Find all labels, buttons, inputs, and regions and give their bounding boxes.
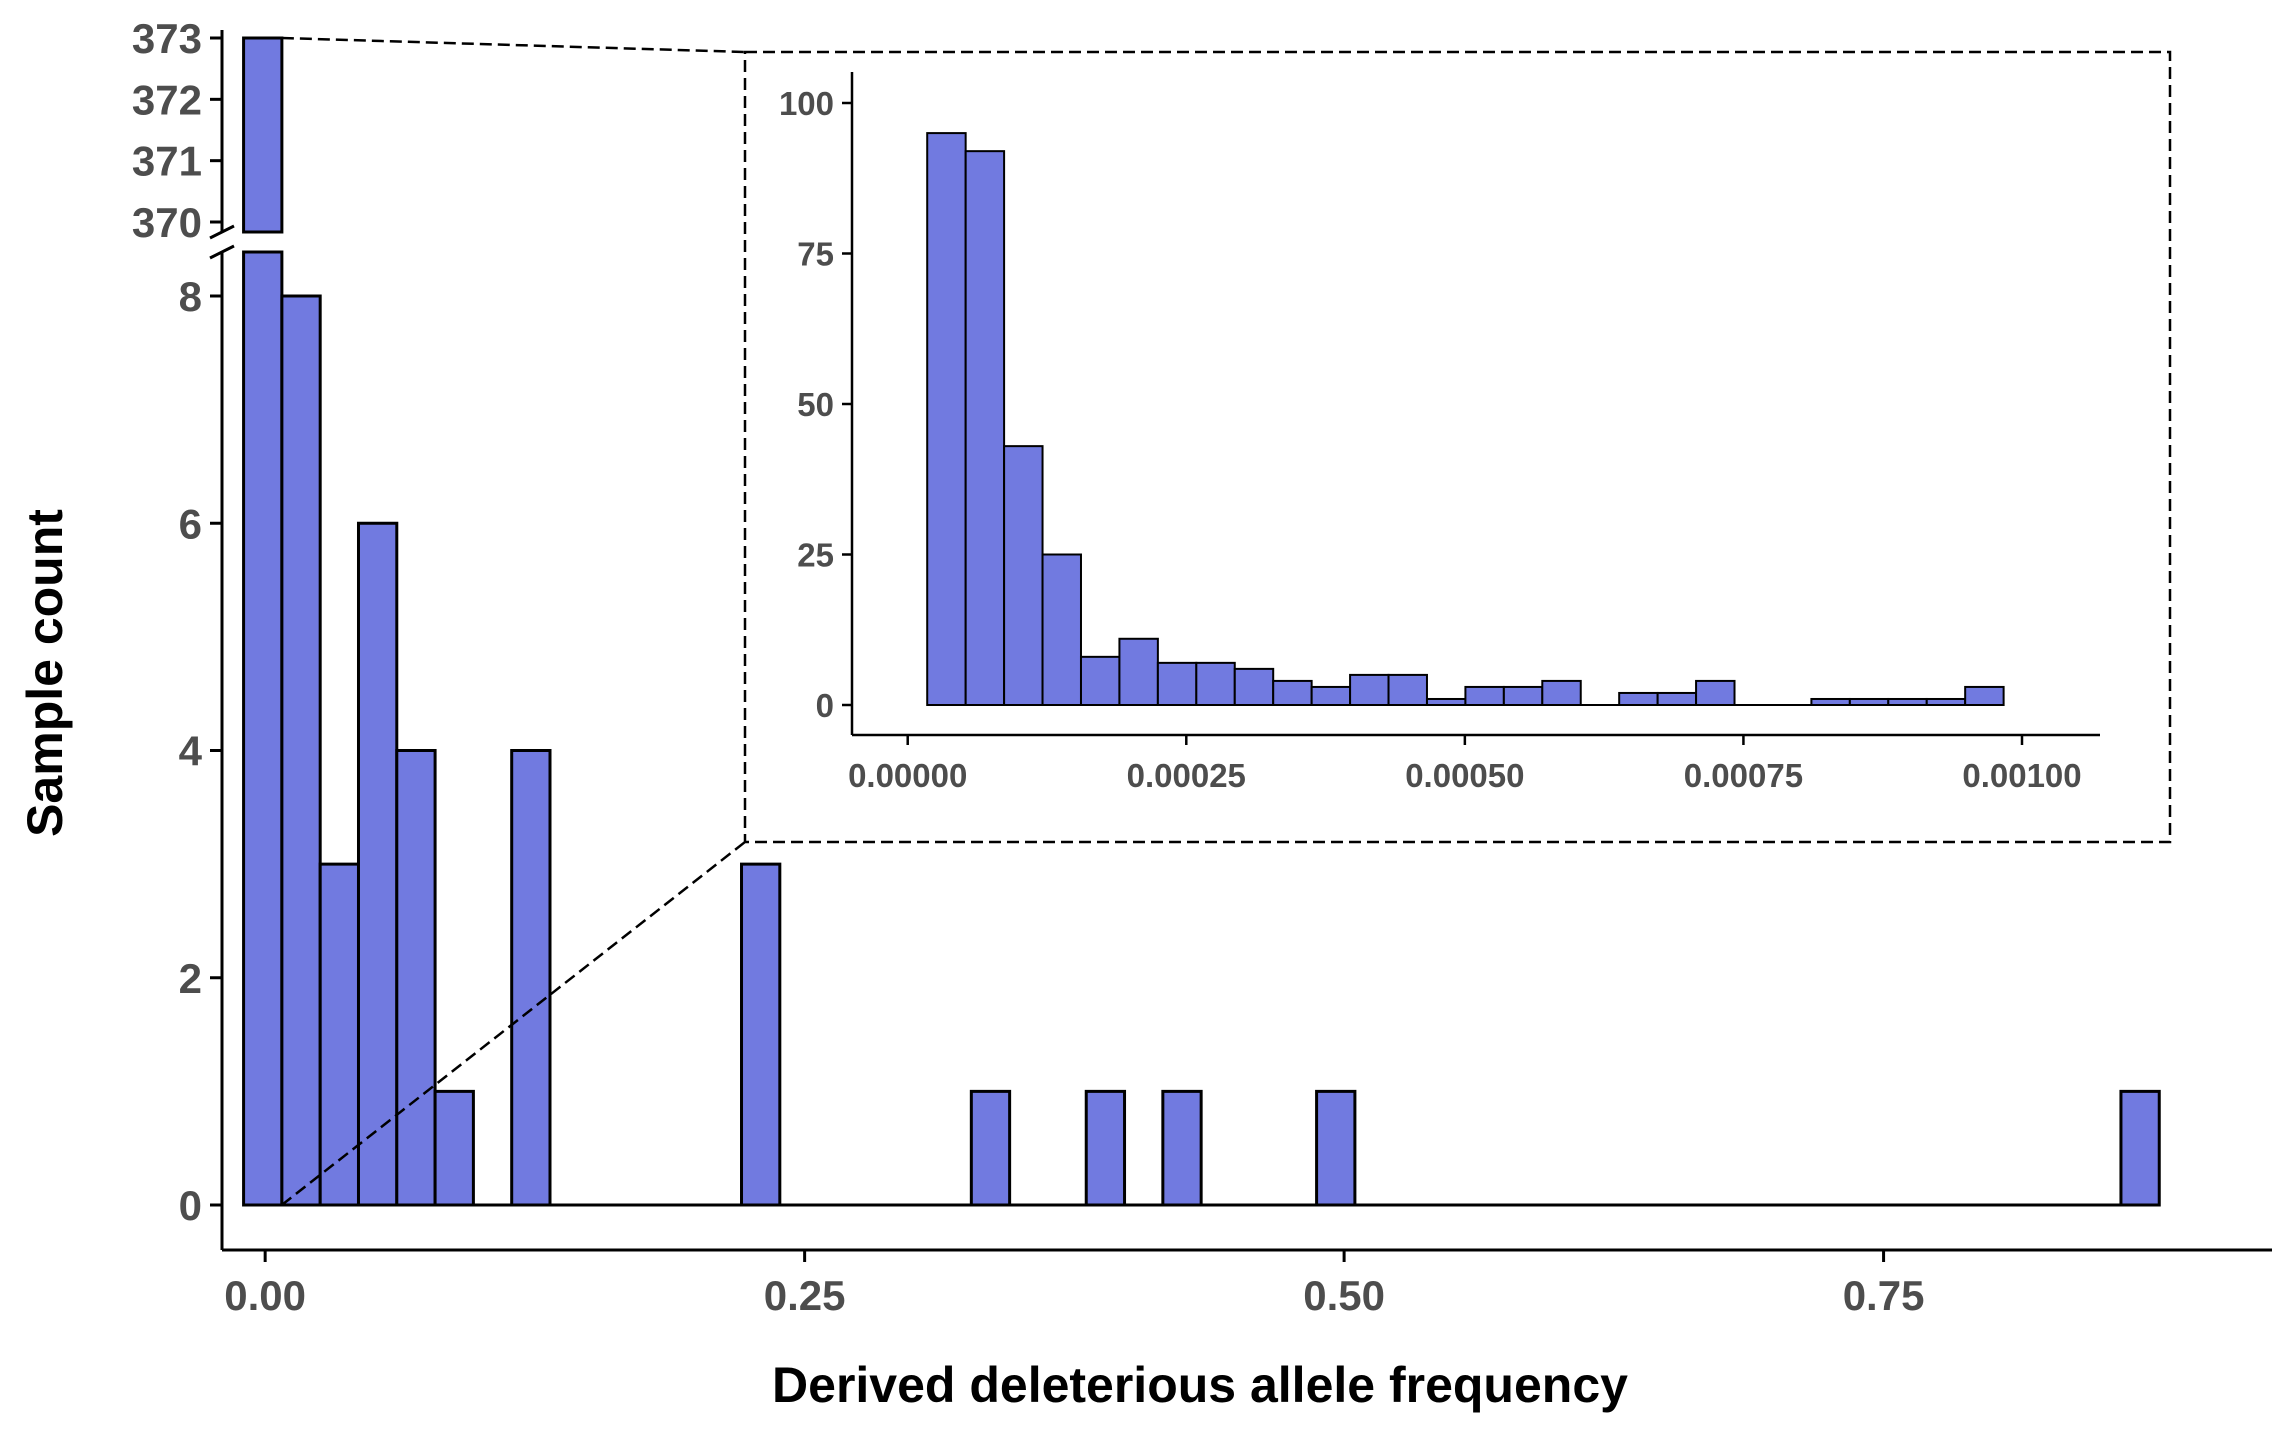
y-tick-label: 8 xyxy=(179,273,202,320)
inset-histogram-bar xyxy=(1233,667,1275,707)
inset-bars xyxy=(926,132,2005,707)
histogram-bar xyxy=(318,862,360,1207)
y-tick-label: 372 xyxy=(132,76,202,123)
inset-x-tick-label: 0.00075 xyxy=(1684,757,1803,794)
inset-histogram-bar xyxy=(1848,697,1890,706)
main-bars xyxy=(242,36,2161,1207)
inset-histogram-bar xyxy=(1695,679,1736,706)
inset-histogram-bar xyxy=(1079,655,1121,707)
inset-y-tick-label: 75 xyxy=(797,236,834,273)
histogram-bar-upper xyxy=(242,36,284,234)
histogram-bar-lower xyxy=(242,250,284,1207)
inset-histogram-bar xyxy=(1387,673,1428,707)
inset-histogram-bar xyxy=(926,132,967,707)
x-tick-label: 0.75 xyxy=(1843,1272,1925,1319)
histogram-bar xyxy=(2119,1089,2161,1207)
y-tick-label: 370 xyxy=(132,199,202,246)
inset-histogram-bar xyxy=(1502,685,1544,707)
inset-histogram-bar xyxy=(1618,691,1659,707)
axis-break-mark-upper xyxy=(209,224,235,240)
y-axis-title: Sample count xyxy=(17,509,73,837)
inset-x-tick-label: 0.00000 xyxy=(848,757,967,794)
inset-y-ticks: 0 25 50 75 100 xyxy=(779,85,852,724)
inset-histogram-bar xyxy=(1310,685,1352,707)
main-y-axis-line xyxy=(209,30,235,1250)
inset-histogram-bar xyxy=(1349,673,1390,707)
inset-histogram-bar xyxy=(1272,679,1313,706)
axis-break-mark-lower xyxy=(209,244,235,260)
histogram-bar xyxy=(1315,1089,1357,1207)
x-tick-label: 0.50 xyxy=(1303,1272,1385,1319)
histogram-bar xyxy=(1084,1089,1127,1207)
zoom-connector-bottom xyxy=(281,841,746,1206)
zoom-connector-lines xyxy=(281,36,746,1206)
inset-histogram-bar xyxy=(1925,697,1967,706)
inset-histogram-bar xyxy=(1425,697,1467,706)
inset-y-tick-label: 100 xyxy=(779,85,834,122)
histogram-bar xyxy=(1161,1089,1203,1207)
inset-y-tick-label: 25 xyxy=(797,537,834,574)
x-tick-label: 0.25 xyxy=(764,1272,846,1319)
x-axis-title: Derived deleterious allele frequency xyxy=(772,1357,1628,1413)
y-tick-label: 0 xyxy=(179,1182,202,1229)
main-x-ticks: 0.00 0.25 0.50 0.75 xyxy=(224,1250,1924,1319)
x-tick-label: 0.00 xyxy=(224,1272,306,1319)
inset-histogram-bar xyxy=(1887,697,1928,706)
inset-histogram-bar xyxy=(1810,697,1851,706)
histogram-bar xyxy=(510,749,552,1207)
histogram-bar xyxy=(280,294,322,1207)
inset-histogram-bar xyxy=(1156,661,1198,706)
y-tick-label: 373 xyxy=(132,15,202,62)
inset-histogram-bar xyxy=(1964,685,2005,707)
inset-histogram-bar xyxy=(1003,445,1044,706)
histogram-bar xyxy=(356,521,399,1207)
inset-histogram-bar xyxy=(1541,679,1582,706)
inset-histogram-bar xyxy=(1464,685,1505,707)
inset-histogram-bar xyxy=(1656,691,1698,707)
y-tick-label: 4 xyxy=(179,728,203,775)
inset-histogram-bar xyxy=(1041,553,1082,706)
zoom-connector-top xyxy=(281,36,746,54)
main-histogram: 0 2 4 6 8 370 371 372 373 0.00 0.25 0.50 0.75 Deriv… xyxy=(17,15,2272,1413)
inset-histogram-bar xyxy=(1195,661,1236,706)
histogram-bar xyxy=(433,1089,475,1207)
main-y-ticks: 0 2 4 6 8 370 371 372 373 xyxy=(132,15,222,1229)
y-tick-label: 371 xyxy=(132,138,202,185)
inset-y-tick-label: 0 xyxy=(816,687,834,724)
histogram-bar xyxy=(740,862,782,1207)
inset-x-tick-label: 0.00025 xyxy=(1127,757,1246,794)
y-tick-label: 2 xyxy=(179,955,202,1002)
histogram-bar xyxy=(969,1089,1012,1207)
y-tick-label: 6 xyxy=(179,500,202,547)
inset-histogram-bar xyxy=(964,150,1006,707)
inset-histogram-bar xyxy=(1118,637,1159,707)
histogram-bar xyxy=(395,749,437,1207)
inset-x-tick-label: 0.00050 xyxy=(1405,757,1524,794)
inset-x-tick-label: 0.00100 xyxy=(1962,757,2081,794)
inset-x-ticks: 0.00000 0.00025 0.00050 0.00075 0.00100 xyxy=(848,735,2082,794)
inset-y-tick-label: 50 xyxy=(797,386,834,423)
